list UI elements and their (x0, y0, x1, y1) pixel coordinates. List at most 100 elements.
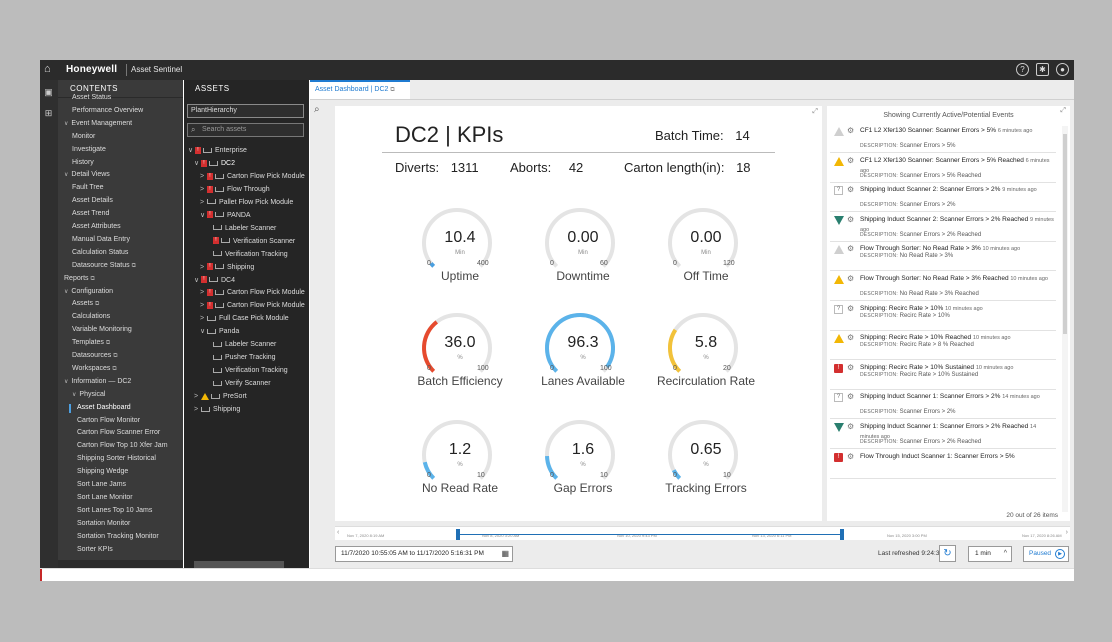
event-item[interactable]: ! ⚙ Shipping: Recirc Rate > 10% Sustained … (830, 360, 1056, 390)
timeline-end-handle[interactable] (840, 529, 844, 540)
gear-icon[interactable]: ⚙ (847, 304, 854, 313)
event-item[interactable]: ⚙ CF1 L2 Xfer130 Scanner: Scanner Errors … (830, 123, 1056, 153)
refresh-button[interactable]: ↻ (939, 545, 956, 562)
events-scrollbar[interactable] (1062, 126, 1068, 512)
date-range-field[interactable]: 11/7/2020 10:55:05 AM to 11/17/2020 5:16… (335, 546, 513, 562)
asset-tree-row[interactable]: ∨! DC4 (194, 275, 235, 287)
kpi-gauge[interactable]: 1.2% 0 10 No Read Rate (420, 418, 530, 508)
event-item[interactable]: ⚙ Shipping Induct Scanner 1: Scanner Erro… (830, 419, 1056, 449)
event-item[interactable]: ⚙ Shipping: Recirc Rate > 10% Reached 10 … (830, 330, 1056, 360)
asset-tree-row[interactable]: > Shipping (194, 404, 240, 416)
search-icon[interactable]: ⌕ (314, 104, 320, 115)
interval-select[interactable]: 1 min ^ (968, 546, 1012, 562)
event-item[interactable]: ⚙ Flow Through Sorter: No Read Rate > 3% … (830, 271, 1056, 301)
contents-item[interactable]: ∨ Event Management (64, 120, 132, 127)
chevron-down-icon[interactable]: ∨ (64, 289, 68, 295)
contents-item[interactable]: Calculation Status (72, 249, 128, 256)
kpi-gauge[interactable]: 0.65% 0 10 Tracking Errors (666, 418, 776, 508)
hierarchy-select[interactable]: PlantHierarchy (187, 104, 304, 118)
asset-tree-row[interactable]: ! Verification Scanner (206, 236, 295, 248)
contents-item[interactable]: Assets ⧉ (72, 300, 99, 308)
gear-icon[interactable]: ⚙ (847, 333, 854, 342)
asset-tree-row[interactable]: Labeler Scanner (206, 339, 276, 351)
asset-tree-row[interactable]: Verification Tracking (206, 365, 288, 377)
contents-item[interactable]: Calculations (72, 313, 110, 320)
assets-scrollbar[interactable] (194, 561, 284, 568)
chevron-down-icon[interactable]: ∨ (200, 326, 207, 338)
contents-scrollbar[interactable] (58, 560, 183, 568)
chevron-right-icon[interactable]: > (200, 313, 207, 325)
event-item[interactable]: ? ⚙ Shipping: Recirc Rate > 10% 10 minutes… (830, 301, 1056, 331)
event-item[interactable]: ⚙ CF1 L2 Xfer130 Scanner: Scanner Errors … (830, 153, 1056, 183)
chevron-right-icon[interactable]: > (200, 184, 207, 196)
asset-tree-row[interactable]: >! Shipping (200, 262, 254, 274)
asset-tree-row[interactable]: >! Carton Flow Pick Module (200, 287, 305, 299)
chevron-right-icon[interactable]: > (194, 391, 201, 403)
event-item[interactable]: ⚙ Shipping Induct Scanner 2: Scanner Erro… (830, 212, 1056, 242)
chevron-down-icon[interactable]: ∨ (194, 158, 201, 170)
gear-icon[interactable]: ⚙ (847, 422, 854, 431)
timeline-left-arrow[interactable]: ‹ (337, 529, 339, 536)
asset-tree-row[interactable]: ∨ Panda (200, 326, 239, 338)
event-item[interactable]: ⚙ Flow Through Sorter: No Read Rate > 3% … (830, 241, 1056, 271)
contents-item[interactable]: Carton Flow Scanner Error (77, 429, 160, 436)
asset-tree-row[interactable]: ∨! Enterprise (188, 145, 247, 157)
user-icon[interactable]: ● (1056, 63, 1069, 76)
asset-tree-row[interactable]: > Full Case Pick Module (200, 313, 289, 325)
contents-item[interactable]: Sort Lane Monitor (77, 494, 133, 501)
scroll-thumb[interactable] (1063, 134, 1067, 334)
gear-icon[interactable]: ⚙ (847, 452, 854, 461)
panel-icon[interactable]: ▣ (43, 87, 54, 98)
hierarchy-icon[interactable]: ⊞ (43, 108, 54, 119)
event-item[interactable]: ? ⚙ Shipping Induct Scanner 2: Scanner Err… (830, 182, 1056, 212)
gear-icon[interactable]: ⚙ (847, 215, 854, 224)
contents-item[interactable]: Asset Status (72, 94, 111, 101)
contents-item[interactable]: Performance Overview (72, 107, 143, 114)
contents-item[interactable]: Carton Flow Monitor (77, 417, 140, 424)
contents-item[interactable]: Sortation Tracking Monitor (77, 533, 159, 540)
tab-asset-dashboard[interactable]: Asset Dashboard | DC2 ⧉ (310, 80, 410, 99)
chevron-down-icon[interactable]: ∨ (194, 275, 201, 287)
gear-icon[interactable]: ⚙ (847, 244, 854, 253)
contents-item[interactable]: ∨ Information — DC2 (64, 378, 131, 385)
gear-icon[interactable]: ⚙ (847, 363, 854, 372)
expand-icon[interactable]: ⤢ (812, 108, 818, 116)
contents-item[interactable]: Investigate (72, 146, 106, 153)
contents-item[interactable]: Asset Details (72, 197, 113, 204)
help-icon[interactable]: ? (1016, 63, 1029, 76)
contents-item[interactable]: Manual Data Entry (72, 236, 130, 243)
contents-item[interactable]: Datasources ⧉ (72, 352, 118, 360)
chevron-right-icon[interactable]: > (200, 171, 207, 183)
chevron-right-icon[interactable]: > (194, 404, 201, 416)
contents-item[interactable]: ∨ Configuration (64, 288, 113, 295)
kpi-gauge[interactable]: 10.4 Min 0 400 Uptime (420, 206, 530, 296)
asset-tree-row[interactable]: ∨! PANDA (200, 210, 251, 222)
kpi-gauge[interactable]: 0.00 Min 0 120 Off Time (666, 206, 776, 296)
asset-tree-row[interactable]: >! Flow Through (200, 184, 270, 196)
timeline-right-arrow[interactable]: › (1066, 529, 1068, 536)
gear-icon[interactable]: ⚙ (847, 392, 854, 401)
chevron-down-icon[interactable]: ∨ (64, 121, 68, 127)
timeline-bar[interactable]: ‹ › Nov 7, 2020 8:19 AM Nov 8, 2020 3:20 … (335, 526, 1070, 540)
asset-tree-row[interactable]: ∨! DC2 (194, 158, 235, 170)
contents-item[interactable]: Templates ⧉ (72, 339, 110, 347)
chevron-right-icon[interactable]: > (200, 287, 207, 299)
kpi-gauge[interactable]: 96.3% 0 100 Lanes Available (543, 311, 653, 401)
contents-item[interactable]: Sortation Monitor (77, 520, 130, 527)
chevron-right-icon[interactable]: > (200, 300, 207, 312)
asset-tree-row[interactable]: > Pallet Flow Pick Module (200, 197, 293, 209)
calendar-icon[interactable]: ▦ (501, 549, 509, 559)
chevron-down-icon[interactable]: ∨ (188, 145, 195, 157)
contents-item[interactable]: Shipping Wedge (77, 468, 128, 475)
chevron-down-icon[interactable]: ∨ (200, 210, 207, 222)
contents-item[interactable]: ∨ Detail Views (64, 171, 110, 178)
contents-item[interactable]: Sort Lane Jams (77, 481, 126, 488)
asset-tree-row[interactable]: Pusher Tracking (206, 352, 276, 364)
contents-item[interactable]: Sorter KPIs (77, 546, 113, 553)
home-icon[interactable]: ⌂ (44, 63, 56, 77)
contents-item[interactable]: Monitor (72, 133, 95, 140)
contents-item[interactable]: Datasource Status ⧉ (72, 262, 136, 270)
kpi-gauge[interactable]: 36.0% 0 100 Batch Efficiency (420, 311, 530, 401)
kpi-gauge[interactable]: 0.00 Min 0 60 Downtime (543, 206, 653, 296)
gear-icon[interactable]: ⚙ (847, 185, 854, 194)
